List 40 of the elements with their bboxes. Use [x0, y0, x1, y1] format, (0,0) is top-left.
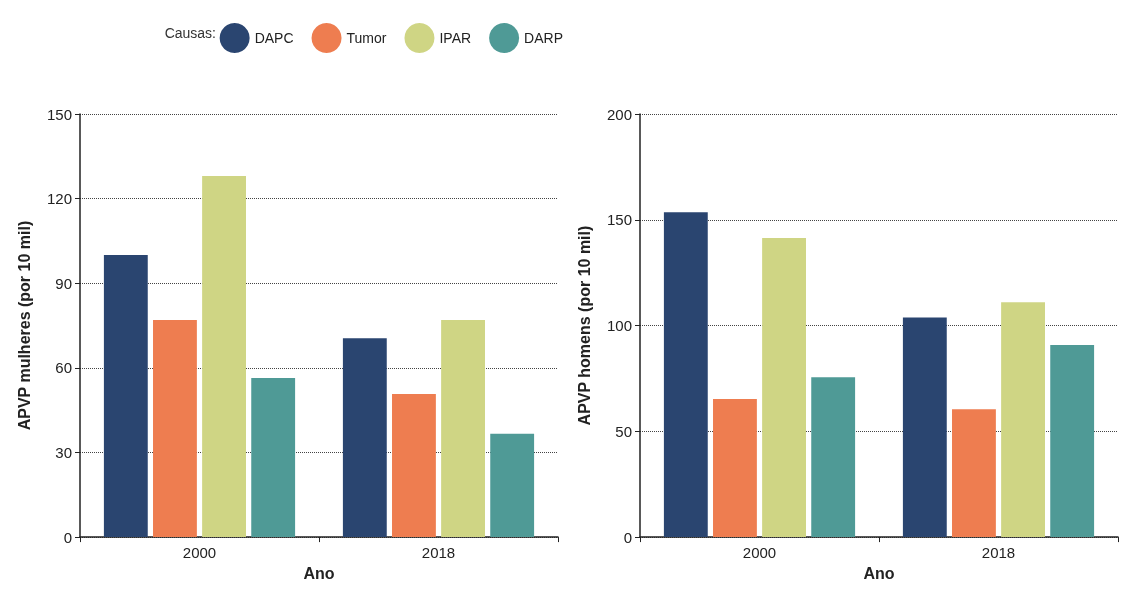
- x-axis-title: Ano: [303, 564, 335, 582]
- bar: [1050, 345, 1095, 538]
- x-tick-label: 2000: [742, 544, 777, 562]
- bar: [392, 394, 436, 538]
- legend-label: DAPC: [254, 30, 294, 46]
- legend-label: DARP: [524, 30, 564, 46]
- bar: [202, 176, 246, 538]
- bar: [1001, 302, 1045, 538]
- bar: [441, 319, 485, 538]
- y-tick-label: 90: [55, 274, 72, 292]
- legend-title: Causas:: [164, 25, 216, 41]
- bar: [251, 378, 296, 538]
- bar: [902, 317, 947, 538]
- y-tick-label: 0: [623, 528, 632, 546]
- x-tick-label: 2000: [182, 544, 217, 562]
- bar: [153, 319, 197, 538]
- y-axis-title: APVP mulheres (por 10 mil): [15, 220, 33, 431]
- bar: [762, 237, 806, 538]
- bar: [342, 338, 387, 538]
- bar: [952, 409, 996, 538]
- bar: [663, 212, 708, 538]
- y-tick-label: 150: [606, 211, 632, 229]
- y-tick-label: 100: [606, 317, 632, 335]
- y-tick-label: 200: [606, 105, 632, 123]
- bar: [103, 255, 148, 538]
- y-tick-label: 120: [46, 190, 72, 208]
- legend-label: Tumor: [346, 30, 387, 46]
- legend-label: IPAR: [439, 30, 472, 46]
- bar: [490, 433, 535, 538]
- x-axis-title: Ano: [863, 564, 895, 582]
- x-tick-label: 2018: [981, 544, 1016, 562]
- y-tick-label: 60: [55, 359, 72, 377]
- x-tick-label: 2018: [421, 544, 456, 562]
- bar: [811, 377, 856, 538]
- y-tick-label: 50: [615, 422, 632, 440]
- y-tick-label: 30: [55, 443, 72, 461]
- y-axis-title: APVP homens (por 10 mil): [575, 225, 593, 426]
- y-tick-label: 150: [46, 105, 72, 123]
- y-tick-label: 0: [63, 528, 72, 546]
- bar: [713, 398, 757, 538]
